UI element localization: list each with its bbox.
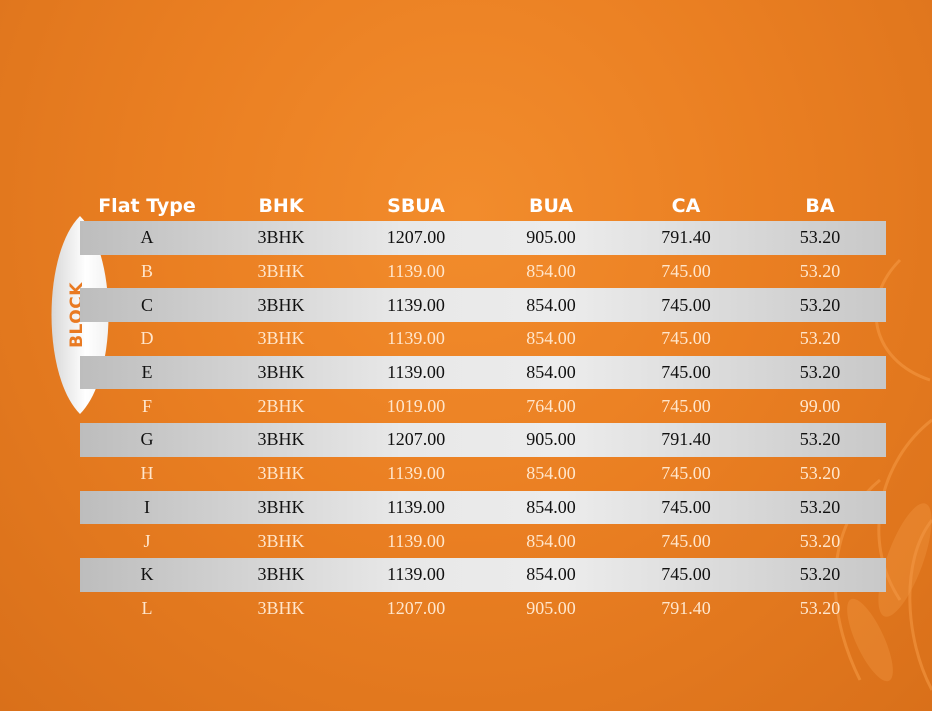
table-row: G 3BHK 1207.00 905.00 791.40 53.20 xyxy=(80,423,886,457)
cell-bhk: 3BHK xyxy=(257,429,305,450)
cell-ca: 791.40 xyxy=(661,227,711,248)
cell-flat-type: A xyxy=(140,227,154,248)
table-row: D 3BHK 1139.00 854.00 745.00 53.20 xyxy=(80,322,886,356)
cell-bhk: 3BHK xyxy=(257,362,305,383)
cell-flat-type: D xyxy=(140,328,154,349)
table-row: C 3BHK 1139.00 854.00 745.00 53.20 xyxy=(80,288,886,323)
cell-flat-type: G xyxy=(140,429,154,450)
cell-flat-type: J xyxy=(143,530,151,551)
table-row: L 3BHK 1207.00 905.00 791.40 53.20 xyxy=(80,592,886,626)
cell-sbua: 1019.00 xyxy=(386,395,446,416)
flat-table: A 3BHK 1207.00 905.00 791.40 53.20 B 3BH… xyxy=(80,221,886,625)
table-row: K 3BHK 1139.00 854.00 745.00 53.20 xyxy=(80,557,886,592)
cell-ba: 53.20 xyxy=(799,362,841,383)
cell-sbua: 1139.00 xyxy=(387,362,445,383)
cell-bhk: 3BHK xyxy=(257,328,305,349)
cell-ba: 53.20 xyxy=(799,496,841,517)
cell-ca: 745.00 xyxy=(661,261,711,282)
table-row: A 3BHK 1207.00 905.00 791.40 53.20 xyxy=(80,221,886,255)
cell-ba: 53.20 xyxy=(799,530,841,551)
cell-bua: 905.00 xyxy=(526,227,576,248)
cell-bhk: 3BHK xyxy=(257,261,305,282)
cell-ba: 99.00 xyxy=(799,395,841,416)
cell-ca: 745.00 xyxy=(661,463,711,484)
cell-sbua: 1207.00 xyxy=(386,227,446,248)
cell-ca: 745.00 xyxy=(661,530,711,551)
cell-ca: 791.40 xyxy=(661,597,711,618)
table-row: B 3BHK 1139.00 854.00 745.00 53.20 xyxy=(80,255,886,289)
header-bhk: BHK xyxy=(258,195,304,217)
cell-bhk: 3BHK xyxy=(257,564,305,585)
cell-bua: 905.00 xyxy=(526,429,576,450)
cell-bua: 764.00 xyxy=(526,395,576,416)
table-row: E 3BHK 1139.00 854.00 745.00 53.20 xyxy=(80,355,886,390)
cell-bua: 854.00 xyxy=(526,328,576,349)
cell-sbua: 1139.00 xyxy=(387,530,445,551)
cell-ca: 745.00 xyxy=(661,395,711,416)
cell-sbua: 1207.00 xyxy=(386,429,446,450)
cell-ba: 53.20 xyxy=(799,294,841,315)
cell-bua: 854.00 xyxy=(526,362,576,383)
header-ca: CA xyxy=(671,195,701,217)
cell-flat-type: E xyxy=(141,362,153,383)
table-row: H 3BHK 1139.00 854.00 745.00 53.20 xyxy=(80,457,886,491)
cell-bhk: 3BHK xyxy=(257,227,305,248)
cell-bhk: 3BHK xyxy=(257,463,305,484)
table-row: J 3BHK 1139.00 854.00 745.00 53.20 xyxy=(80,524,886,558)
cell-flat-type: F xyxy=(141,395,152,416)
cell-ba: 53.20 xyxy=(799,564,841,585)
cell-flat-type: K xyxy=(140,564,154,585)
table-header: Flat Type BHK SBUA BUA CA BA xyxy=(80,190,886,222)
cell-ca: 745.00 xyxy=(661,328,711,349)
cell-bhk: 3BHK xyxy=(257,530,305,551)
header-flat-type: Flat Type xyxy=(98,195,196,217)
cell-bhk: 3BHK xyxy=(257,496,305,517)
cell-bhk: 3BHK xyxy=(257,597,305,618)
cell-flat-type: I xyxy=(144,496,150,517)
header-ba: BA xyxy=(805,195,835,217)
cell-bua: 854.00 xyxy=(526,530,576,551)
cell-sbua: 1139.00 xyxy=(387,328,445,349)
header-bua: BUA xyxy=(528,195,574,217)
cell-bua: 854.00 xyxy=(526,564,576,585)
cell-ca: 745.00 xyxy=(661,496,711,517)
cell-sbua: 1139.00 xyxy=(387,564,445,585)
table-row: I 3BHK 1139.00 854.00 745.00 53.20 xyxy=(80,490,886,525)
header-sbua: SBUA xyxy=(387,195,445,217)
cell-ba: 53.20 xyxy=(799,227,841,248)
cell-flat-type: H xyxy=(140,463,154,484)
cell-bhk: 2BHK xyxy=(257,395,305,416)
cell-sbua: 1139.00 xyxy=(387,261,445,282)
cell-sbua: 1139.00 xyxy=(387,463,445,484)
cell-ca: 745.00 xyxy=(661,294,711,315)
cell-ba: 53.20 xyxy=(799,429,841,450)
cell-ca: 791.40 xyxy=(661,429,711,450)
cell-flat-type: B xyxy=(140,261,153,282)
cell-ba: 53.20 xyxy=(799,597,841,618)
cell-ba: 53.20 xyxy=(799,261,841,282)
cell-sbua: 1207.00 xyxy=(386,597,446,618)
cell-ba: 53.20 xyxy=(799,463,841,484)
cell-sbua: 1139.00 xyxy=(387,294,445,315)
cell-bhk: 3BHK xyxy=(257,294,305,315)
cell-sbua: 1139.00 xyxy=(387,496,445,517)
table-row: F 2BHK 1019.00 764.00 745.00 99.00 xyxy=(80,389,886,423)
cell-ba: 53.20 xyxy=(799,328,841,349)
cell-bua: 854.00 xyxy=(526,463,576,484)
cell-flat-type: C xyxy=(140,294,153,315)
cell-bua: 854.00 xyxy=(526,496,576,517)
cell-ca: 745.00 xyxy=(661,362,711,383)
cell-flat-type: L xyxy=(141,597,153,618)
cell-ca: 745.00 xyxy=(661,564,711,585)
cell-bua: 854.00 xyxy=(526,294,576,315)
cell-bua: 854.00 xyxy=(526,261,576,282)
cell-bua: 905.00 xyxy=(526,597,576,618)
